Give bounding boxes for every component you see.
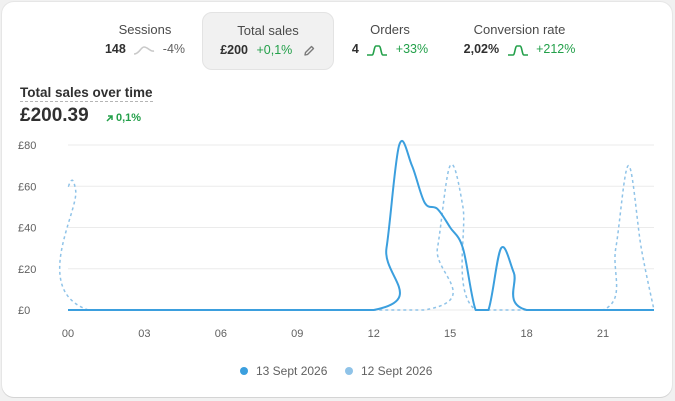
legend-dot — [345, 366, 353, 375]
metric-value: 148 — [104, 42, 126, 56]
x-tick-label: 15 — [444, 328, 456, 340]
metrics-bar: Sessions 148 -4% Total sales £200 +0,1% … — [2, 2, 672, 74]
x-tick-label: 21 — [597, 328, 609, 340]
chart-title[interactable]: Total sales over time — [20, 85, 153, 102]
metric-delta: -4% — [162, 42, 186, 56]
arrow-up-right-icon — [106, 114, 113, 122]
legend-label: 12 Sept 2026 — [361, 364, 433, 378]
x-tick-label: 06 — [215, 328, 227, 340]
y-tick-label: £80 — [18, 140, 36, 152]
sparkline-icon — [507, 44, 528, 56]
legend-label: 13 Sept 2026 — [256, 364, 328, 378]
metric-value: 4 — [351, 42, 359, 56]
sales-line-chart: £80 £60 £40 £20 £0 00 03 06 09 12 15 18 21 — [18, 140, 655, 340]
pencil-icon[interactable] — [302, 44, 316, 58]
x-tick-label: 18 — [520, 328, 532, 340]
x-tick-label: 03 — [138, 328, 150, 340]
metric-delta: +212% — [536, 42, 576, 56]
sparkline-icon — [367, 44, 388, 56]
total-delta-value: 0,1% — [116, 112, 142, 124]
y-tick-label: £0 — [18, 305, 30, 317]
metric-delta: +0,1% — [256, 43, 293, 57]
metric-total-sales[interactable]: Total sales £200 +0,1% — [202, 12, 334, 70]
x-tick-label: 09 — [291, 328, 303, 340]
legend-item-13-sept[interactable]: 13 Sept 2026 — [240, 364, 327, 378]
x-tick-label: 00 — [62, 328, 74, 340]
series-line-13-sept[interactable] — [67, 140, 654, 312]
sales-overview-card: Sessions 148 -4% Total sales £200 +0,1% … — [2, 2, 672, 397]
sparkline-icon — [134, 45, 155, 55]
y-tick-label: £60 — [18, 181, 36, 193]
metric-value: £200 — [220, 43, 249, 57]
series-line-12-sept[interactable] — [58, 163, 655, 311]
total-delta: 0,1% — [105, 112, 141, 124]
legend-item-12-sept[interactable]: 12 Sept 2026 — [345, 364, 432, 378]
metric-orders[interactable]: Orders 4 +33% — [340, 12, 440, 70]
total-value: £200.39 — [20, 105, 89, 126]
x-tick-label: 12 — [368, 328, 380, 340]
metric-label: Sessions — [118, 22, 172, 37]
metric-conversion-rate[interactable]: Conversion rate 2,02% +212% — [452, 12, 587, 70]
metric-value: 2,02% — [463, 42, 500, 56]
metric-label: Total sales — [237, 23, 299, 38]
y-tick-label: £20 — [18, 264, 36, 276]
metric-delta: +33% — [395, 42, 429, 56]
metric-label: Orders — [370, 22, 410, 37]
metric-label: Conversion rate — [473, 22, 566, 37]
y-tick-label: £40 — [18, 223, 36, 235]
legend-dot — [240, 366, 248, 375]
metric-sessions[interactable]: Sessions 148 -4% — [90, 12, 200, 70]
